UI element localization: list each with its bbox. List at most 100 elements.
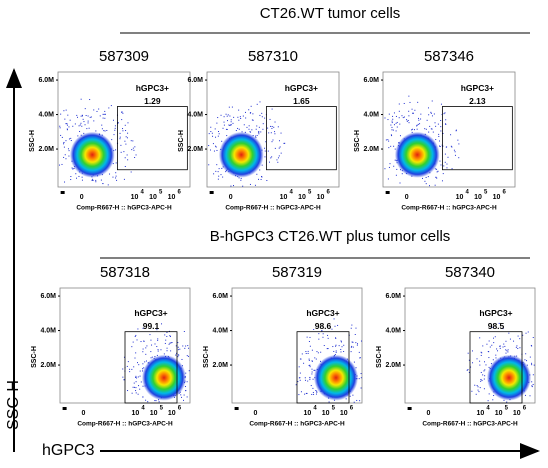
- gate-percent: 99.1: [143, 321, 160, 331]
- event-dot: [360, 377, 362, 379]
- event-dot: [81, 179, 83, 181]
- event-dot: [63, 146, 65, 148]
- event-dot: [230, 185, 232, 187]
- event-dot: [481, 380, 483, 382]
- event-dot: [127, 122, 129, 124]
- event-dot: [491, 344, 493, 346]
- y-tick-label: 4.0M: [38, 111, 54, 118]
- y-tick-label: 6.0M: [385, 293, 401, 300]
- event-dot: [92, 178, 94, 180]
- event-dot: [316, 351, 318, 353]
- event-dot: [135, 381, 137, 383]
- event-dot: [478, 391, 480, 393]
- event-dot: [218, 133, 220, 135]
- event-dot: [390, 145, 392, 147]
- event-dot: [134, 146, 136, 148]
- x-tick-label: 10: [493, 194, 501, 201]
- event-dot: [214, 128, 216, 130]
- event-dot: [317, 352, 319, 354]
- x-tick-exponent: 5: [160, 406, 164, 412]
- event-dot: [135, 376, 137, 378]
- event-dot: [122, 368, 124, 370]
- event-dot: [349, 395, 351, 397]
- event-dot: [396, 126, 398, 128]
- x-tick-exponent: 6: [178, 190, 182, 196]
- event-dot: [120, 144, 122, 146]
- x-tick-label: 10: [280, 194, 288, 201]
- event-dot: [213, 173, 215, 175]
- event-dot: [435, 125, 437, 127]
- event-dot: [239, 116, 241, 118]
- event-dot: [81, 114, 83, 116]
- event-dot: [335, 337, 337, 339]
- event-dot: [393, 112, 395, 114]
- gate: [124, 331, 178, 404]
- event-dot: [262, 128, 264, 130]
- event-dot: [506, 401, 508, 403]
- event-dot: [335, 345, 337, 347]
- event-dot: [474, 384, 476, 386]
- event-dot: [395, 174, 397, 176]
- event-dot: [266, 180, 268, 182]
- event-dot: [223, 124, 225, 126]
- event-dot: [398, 110, 400, 112]
- event-dot: [126, 154, 128, 156]
- event-dot: [413, 129, 415, 131]
- event-dot: [471, 350, 473, 352]
- event-dot: [254, 184, 256, 186]
- event-dot: [515, 346, 517, 348]
- event-dot: [311, 373, 313, 375]
- event-dot: [440, 164, 442, 166]
- event-dot: [451, 146, 453, 148]
- event-dot: [313, 369, 315, 371]
- event-dot: [72, 125, 74, 127]
- event-dot: [209, 149, 211, 151]
- event-dot: [333, 318, 335, 320]
- event-dot: [258, 132, 260, 134]
- event-dot: [186, 355, 188, 357]
- event-dot: [126, 365, 128, 367]
- event-dot: [267, 127, 269, 129]
- event-dot: [481, 352, 483, 354]
- event-dot: [440, 130, 442, 132]
- event-dot: [242, 115, 244, 117]
- event-dot: [237, 127, 239, 129]
- event-dot: [356, 399, 358, 401]
- event-dot: [419, 123, 421, 125]
- y-tick-label: 4.0M: [40, 327, 56, 334]
- event-dot: [450, 145, 452, 147]
- event-dot: [384, 117, 386, 119]
- event-dot: [106, 129, 108, 131]
- event-dot: [442, 173, 444, 175]
- event-dot: [127, 132, 129, 134]
- event-dot: [217, 135, 219, 137]
- x-tick-label: 0: [426, 410, 430, 417]
- event-dot: [396, 121, 398, 123]
- event-dot: [121, 111, 123, 113]
- event-dot: [134, 386, 136, 388]
- event-dot: [127, 159, 129, 161]
- event-dot: [104, 113, 106, 115]
- event-dot: [420, 118, 422, 120]
- sample-id: 587318: [100, 264, 150, 281]
- event-dot: [68, 138, 70, 140]
- x-tick-exponent: 4: [486, 406, 490, 412]
- event-dot: [208, 145, 210, 147]
- event-dot: [137, 393, 139, 395]
- event-dot: [466, 369, 468, 371]
- event-dot: [178, 354, 180, 356]
- event-dot: [390, 124, 392, 126]
- event-dot: [392, 118, 394, 120]
- event-dot: [186, 396, 188, 398]
- gate-percent: 98.6: [315, 321, 332, 331]
- event-dot: [502, 346, 504, 348]
- event-dot: [434, 122, 436, 124]
- event-dot: [226, 135, 228, 137]
- event-dot: [123, 379, 125, 381]
- event-dot: [492, 359, 494, 361]
- gate-label: hGPC3+: [306, 308, 339, 318]
- axis-marker: [407, 407, 412, 410]
- x-tick-exponent: 4: [313, 406, 317, 412]
- event-dot: [158, 401, 160, 403]
- event-dot: [454, 151, 456, 153]
